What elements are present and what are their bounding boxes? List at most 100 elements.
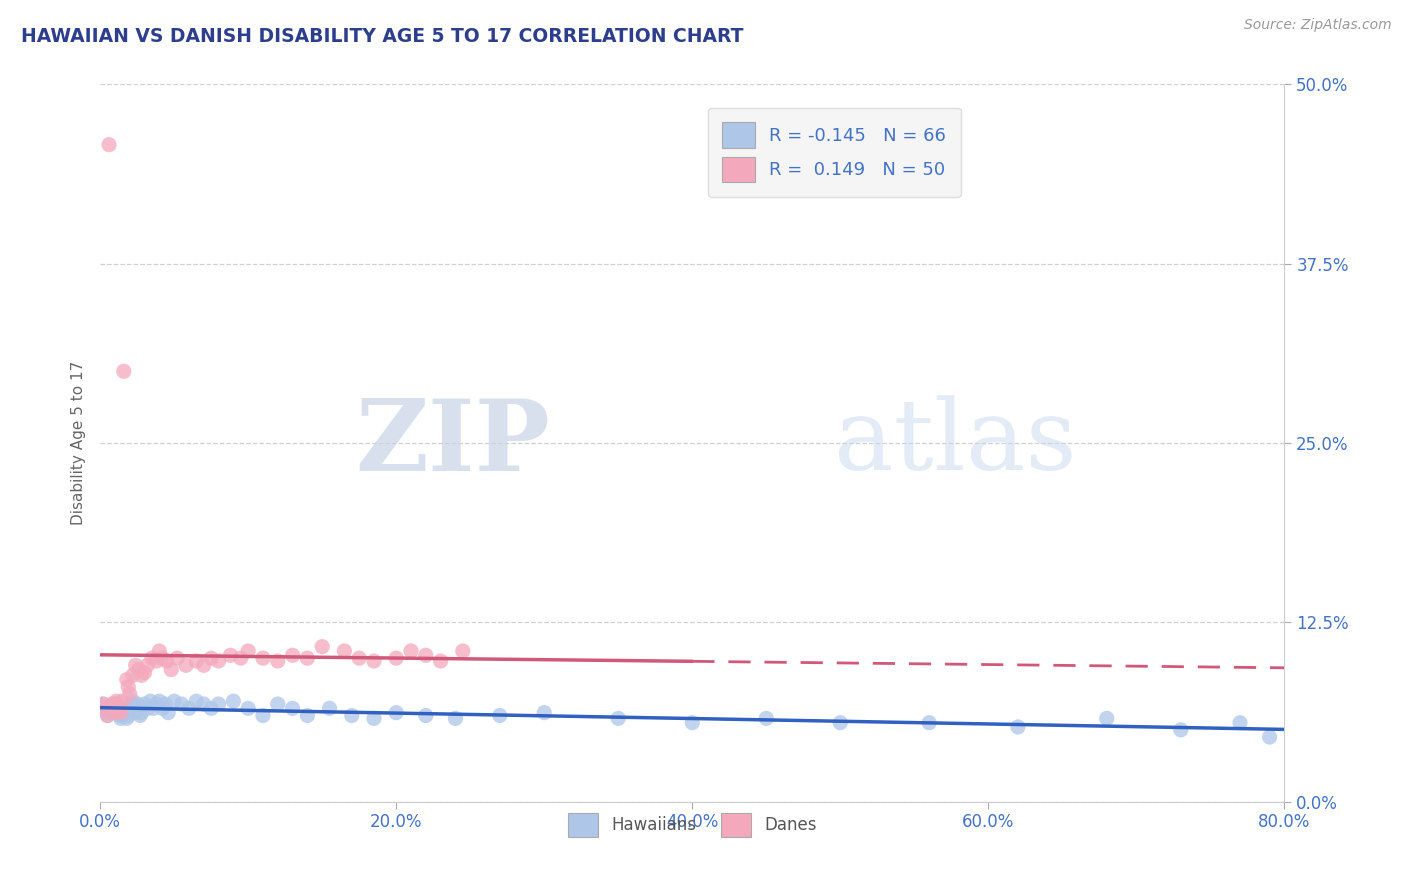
Point xyxy=(124,658,146,673)
Point xyxy=(121,668,143,682)
Point xyxy=(160,663,183,677)
Point xyxy=(115,673,138,687)
Point xyxy=(118,701,141,715)
Point xyxy=(281,701,304,715)
Point xyxy=(145,697,167,711)
Point xyxy=(533,706,555,720)
Point xyxy=(163,694,186,708)
Point xyxy=(139,694,162,708)
Point xyxy=(122,701,145,715)
Point xyxy=(193,658,215,673)
Point xyxy=(142,701,165,715)
Point xyxy=(110,706,132,720)
Text: HAWAIIAN VS DANISH DISABILITY AGE 5 TO 17 CORRELATION CHART: HAWAIIAN VS DANISH DISABILITY AGE 5 TO 1… xyxy=(21,27,744,45)
Point xyxy=(186,694,208,708)
Point xyxy=(124,706,146,720)
Point xyxy=(114,706,136,720)
Point xyxy=(98,137,121,152)
Point xyxy=(117,708,139,723)
Point xyxy=(150,651,173,665)
Point xyxy=(1258,730,1281,744)
Point xyxy=(347,651,370,665)
Point xyxy=(112,701,135,715)
Point xyxy=(177,701,200,715)
Point xyxy=(200,651,222,665)
Point xyxy=(385,651,408,665)
Point xyxy=(297,651,319,665)
Point xyxy=(267,654,290,668)
Point xyxy=(340,708,363,723)
Text: ZIP: ZIP xyxy=(356,394,550,491)
Point xyxy=(318,701,340,715)
Point xyxy=(148,644,170,658)
Point xyxy=(1095,711,1118,725)
Point xyxy=(128,663,150,677)
Point xyxy=(141,651,163,665)
Point xyxy=(115,711,138,725)
Point xyxy=(107,706,129,720)
Point xyxy=(429,654,451,668)
Point xyxy=(145,654,167,668)
Point xyxy=(112,364,135,378)
Point xyxy=(451,644,474,658)
Point xyxy=(108,708,131,723)
Point xyxy=(134,665,156,680)
Point xyxy=(333,644,356,658)
Point xyxy=(252,651,274,665)
Point xyxy=(96,708,118,723)
Point xyxy=(101,698,124,713)
Point xyxy=(207,697,229,711)
Legend: Hawaiians, Danes: Hawaiians, Danes xyxy=(561,806,824,844)
Point xyxy=(136,658,159,673)
Point xyxy=(111,694,134,708)
Point xyxy=(111,708,134,723)
Point xyxy=(100,701,122,715)
Point xyxy=(107,697,129,711)
Point xyxy=(444,711,467,725)
Point xyxy=(150,701,173,715)
Point xyxy=(96,708,118,723)
Point xyxy=(98,706,121,720)
Point xyxy=(108,701,131,715)
Point xyxy=(118,687,141,701)
Point xyxy=(105,694,128,708)
Point xyxy=(155,697,177,711)
Point xyxy=(174,658,197,673)
Point xyxy=(415,648,437,663)
Point xyxy=(193,697,215,711)
Point xyxy=(170,697,193,711)
Point xyxy=(134,697,156,711)
Point xyxy=(229,651,252,665)
Point xyxy=(127,697,149,711)
Point xyxy=(103,704,125,718)
Point xyxy=(281,648,304,663)
Point xyxy=(117,680,139,694)
Point xyxy=(238,644,260,658)
Point xyxy=(399,644,422,658)
Point xyxy=(297,708,319,723)
Point xyxy=(607,711,630,725)
Point xyxy=(1170,723,1192,737)
Point xyxy=(104,706,127,720)
Point xyxy=(222,694,245,708)
Point xyxy=(681,715,703,730)
Point xyxy=(121,694,143,708)
Point xyxy=(128,701,150,715)
Point xyxy=(94,701,117,715)
Point xyxy=(104,697,127,711)
Point xyxy=(91,697,114,711)
Point xyxy=(200,701,222,715)
Point xyxy=(103,701,125,715)
Point xyxy=(1229,715,1251,730)
Point xyxy=(120,697,142,711)
Point xyxy=(166,651,188,665)
Point xyxy=(311,640,333,654)
Point xyxy=(363,711,385,725)
Point xyxy=(488,708,510,723)
Point xyxy=(219,648,242,663)
Point xyxy=(207,654,229,668)
Point xyxy=(131,706,153,720)
Point xyxy=(101,697,124,711)
Point xyxy=(136,701,159,715)
Text: Source: ZipAtlas.com: Source: ZipAtlas.com xyxy=(1244,18,1392,32)
